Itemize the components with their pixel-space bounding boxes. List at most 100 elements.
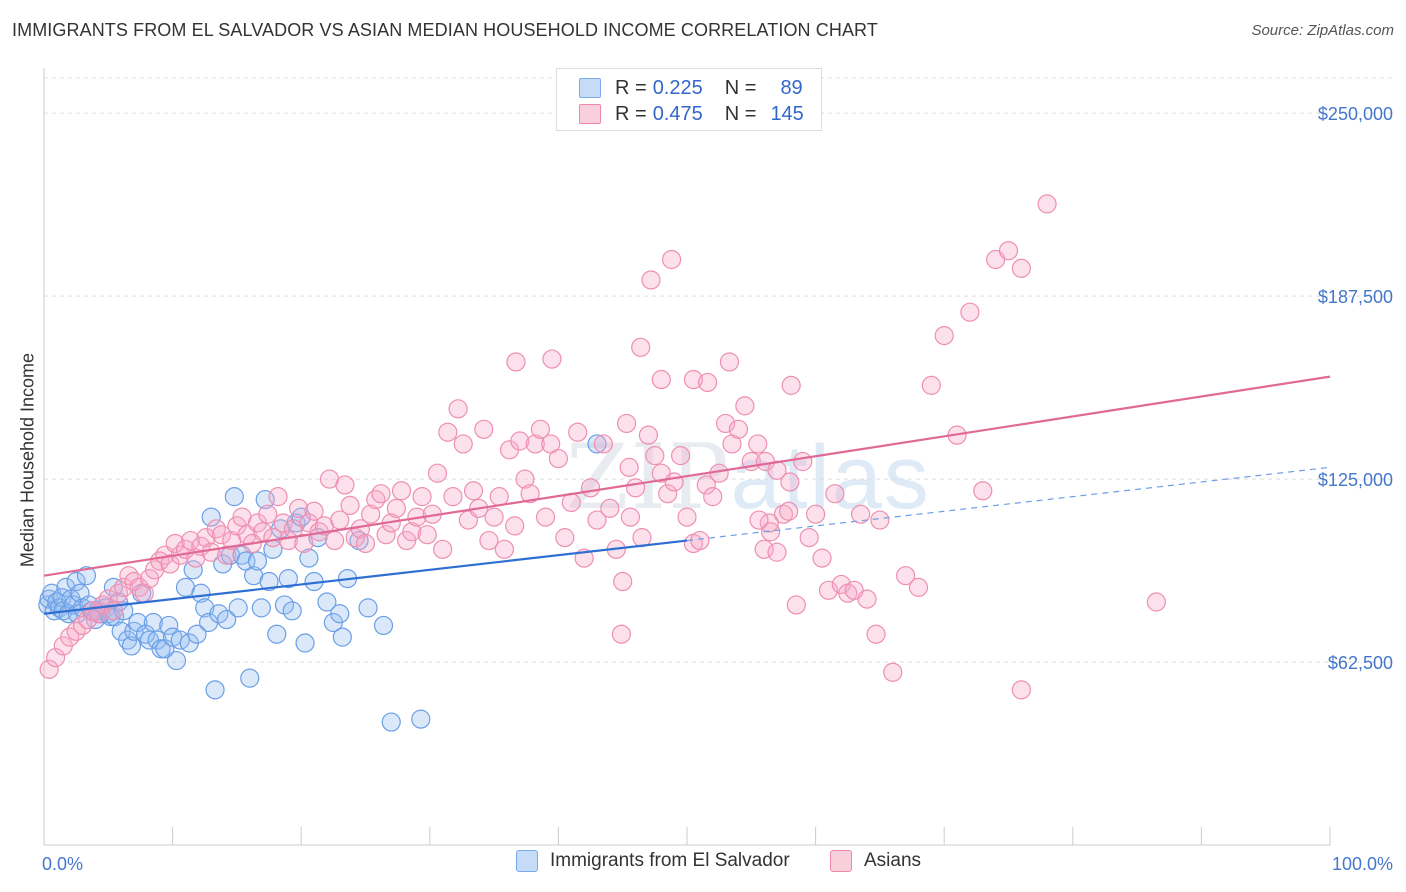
- point-asians: [600, 498, 620, 518]
- point-asians: [371, 484, 391, 504]
- legend-r-label: R =: [615, 102, 647, 125]
- point-asians: [361, 504, 381, 524]
- point-el-salvador: [56, 577, 76, 597]
- point-asians: [857, 589, 877, 609]
- point-asians: [677, 507, 697, 527]
- point-el-salvador: [187, 624, 207, 644]
- point-asians: [72, 615, 93, 636]
- point-el-salvador: [240, 668, 260, 688]
- legend-swatch-asians: [830, 850, 852, 872]
- trend-line-el-salvador: [43, 539, 688, 615]
- point-asians: [325, 530, 345, 551]
- point-asians: [1011, 680, 1031, 700]
- point-asians: [211, 525, 232, 545]
- point-asians: [535, 507, 556, 527]
- point-asians: [525, 434, 545, 454]
- point-asians: [217, 545, 237, 565]
- point-asians: [645, 446, 665, 466]
- point-asians: [658, 484, 678, 504]
- point-asians: [735, 396, 755, 416]
- point-el-salvador: [295, 633, 315, 653]
- point-asians: [908, 577, 929, 597]
- point-asians: [108, 583, 129, 603]
- point-asians: [494, 539, 514, 559]
- point-asians: [866, 624, 886, 644]
- point-el-salvador: [183, 560, 203, 580]
- point-asians: [998, 241, 1019, 261]
- point-asians: [641, 270, 661, 290]
- legend-swatch-asians: [579, 104, 601, 124]
- point-asians: [786, 595, 806, 615]
- point-asians: [1146, 592, 1166, 612]
- point-asians: [613, 571, 633, 592]
- point-asians: [778, 501, 799, 521]
- series-legend: Immigrants from El Salvador Asians: [0, 850, 1406, 878]
- point-el-salvador: [587, 434, 607, 454]
- point-asians: [625, 478, 646, 498]
- point-asians: [703, 487, 723, 507]
- y-tick-label: $250,000: [1318, 104, 1393, 124]
- point-el-salvador: [66, 571, 86, 592]
- point-asians: [273, 513, 293, 533]
- correlation-legend: R = 0.225 N = 89 R = 0.475 N = 145: [556, 68, 822, 131]
- point-el-salvador: [121, 636, 142, 656]
- point-el-salvador: [330, 604, 350, 624]
- point-asians: [683, 369, 704, 390]
- point-asians: [263, 528, 283, 548]
- legend-n-value: 145: [770, 102, 804, 125]
- point-asians: [515, 469, 535, 489]
- point-asians: [427, 463, 448, 483]
- point-asians: [580, 478, 601, 498]
- legend-item-el-salvador[interactable]: Immigrants from El Salvador: [516, 850, 790, 872]
- legend-row-el-salvador: R = 0.225 N = 89: [579, 77, 803, 99]
- x-tick-label-max: 100.0%: [1332, 854, 1393, 874]
- point-el-salvador: [128, 612, 148, 633]
- point-el-salvador: [373, 615, 394, 636]
- point-asians: [98, 589, 118, 609]
- point-asians: [412, 487, 432, 507]
- trend-lines: [43, 375, 1331, 615]
- point-asians: [181, 530, 201, 551]
- point-asians: [921, 375, 941, 395]
- point-el-salvador: [381, 712, 401, 732]
- source-label[interactable]: Source: ZipAtlas.com: [1251, 22, 1394, 39]
- point-el-salvador: [274, 595, 295, 615]
- point-asians: [697, 372, 718, 393]
- point-asians: [664, 472, 684, 492]
- point-asians: [568, 422, 588, 442]
- point-el-salvador: [159, 615, 179, 636]
- point-asians: [206, 519, 226, 539]
- point-el-salvador: [247, 551, 268, 571]
- point-asians: [619, 457, 639, 477]
- legend-swatch-el-salvador: [579, 78, 601, 98]
- point-asians: [561, 492, 581, 513]
- point-asians: [484, 507, 504, 527]
- legend-label-asians: Asians: [864, 850, 922, 871]
- point-asians: [39, 659, 59, 679]
- legend-r-value: 0.475: [652, 102, 703, 125]
- point-el-salvador: [282, 601, 302, 621]
- point-asians: [520, 484, 540, 504]
- point-asians: [510, 431, 530, 451]
- point-asians: [542, 349, 562, 369]
- legend-n-label: N =: [724, 76, 757, 99]
- point-asians: [661, 249, 682, 270]
- legend-n-value: 89: [780, 76, 803, 99]
- point-asians: [934, 326, 954, 346]
- point-asians: [530, 419, 550, 439]
- point-el-salvador: [228, 598, 248, 618]
- point-asians: [402, 522, 422, 542]
- point-el-salvador: [224, 487, 244, 507]
- point-el-salvador: [267, 624, 287, 644]
- point-asians: [448, 399, 468, 419]
- point-asians: [83, 601, 103, 621]
- legend-n-label: N =: [724, 102, 757, 125]
- point-asians: [555, 528, 575, 548]
- point-asians: [960, 302, 980, 322]
- point-asians: [851, 504, 871, 524]
- series-asians-points: [39, 194, 1166, 700]
- legend-item-asians[interactable]: Asians: [830, 850, 921, 872]
- point-asians: [355, 533, 376, 554]
- point-asians: [870, 510, 890, 530]
